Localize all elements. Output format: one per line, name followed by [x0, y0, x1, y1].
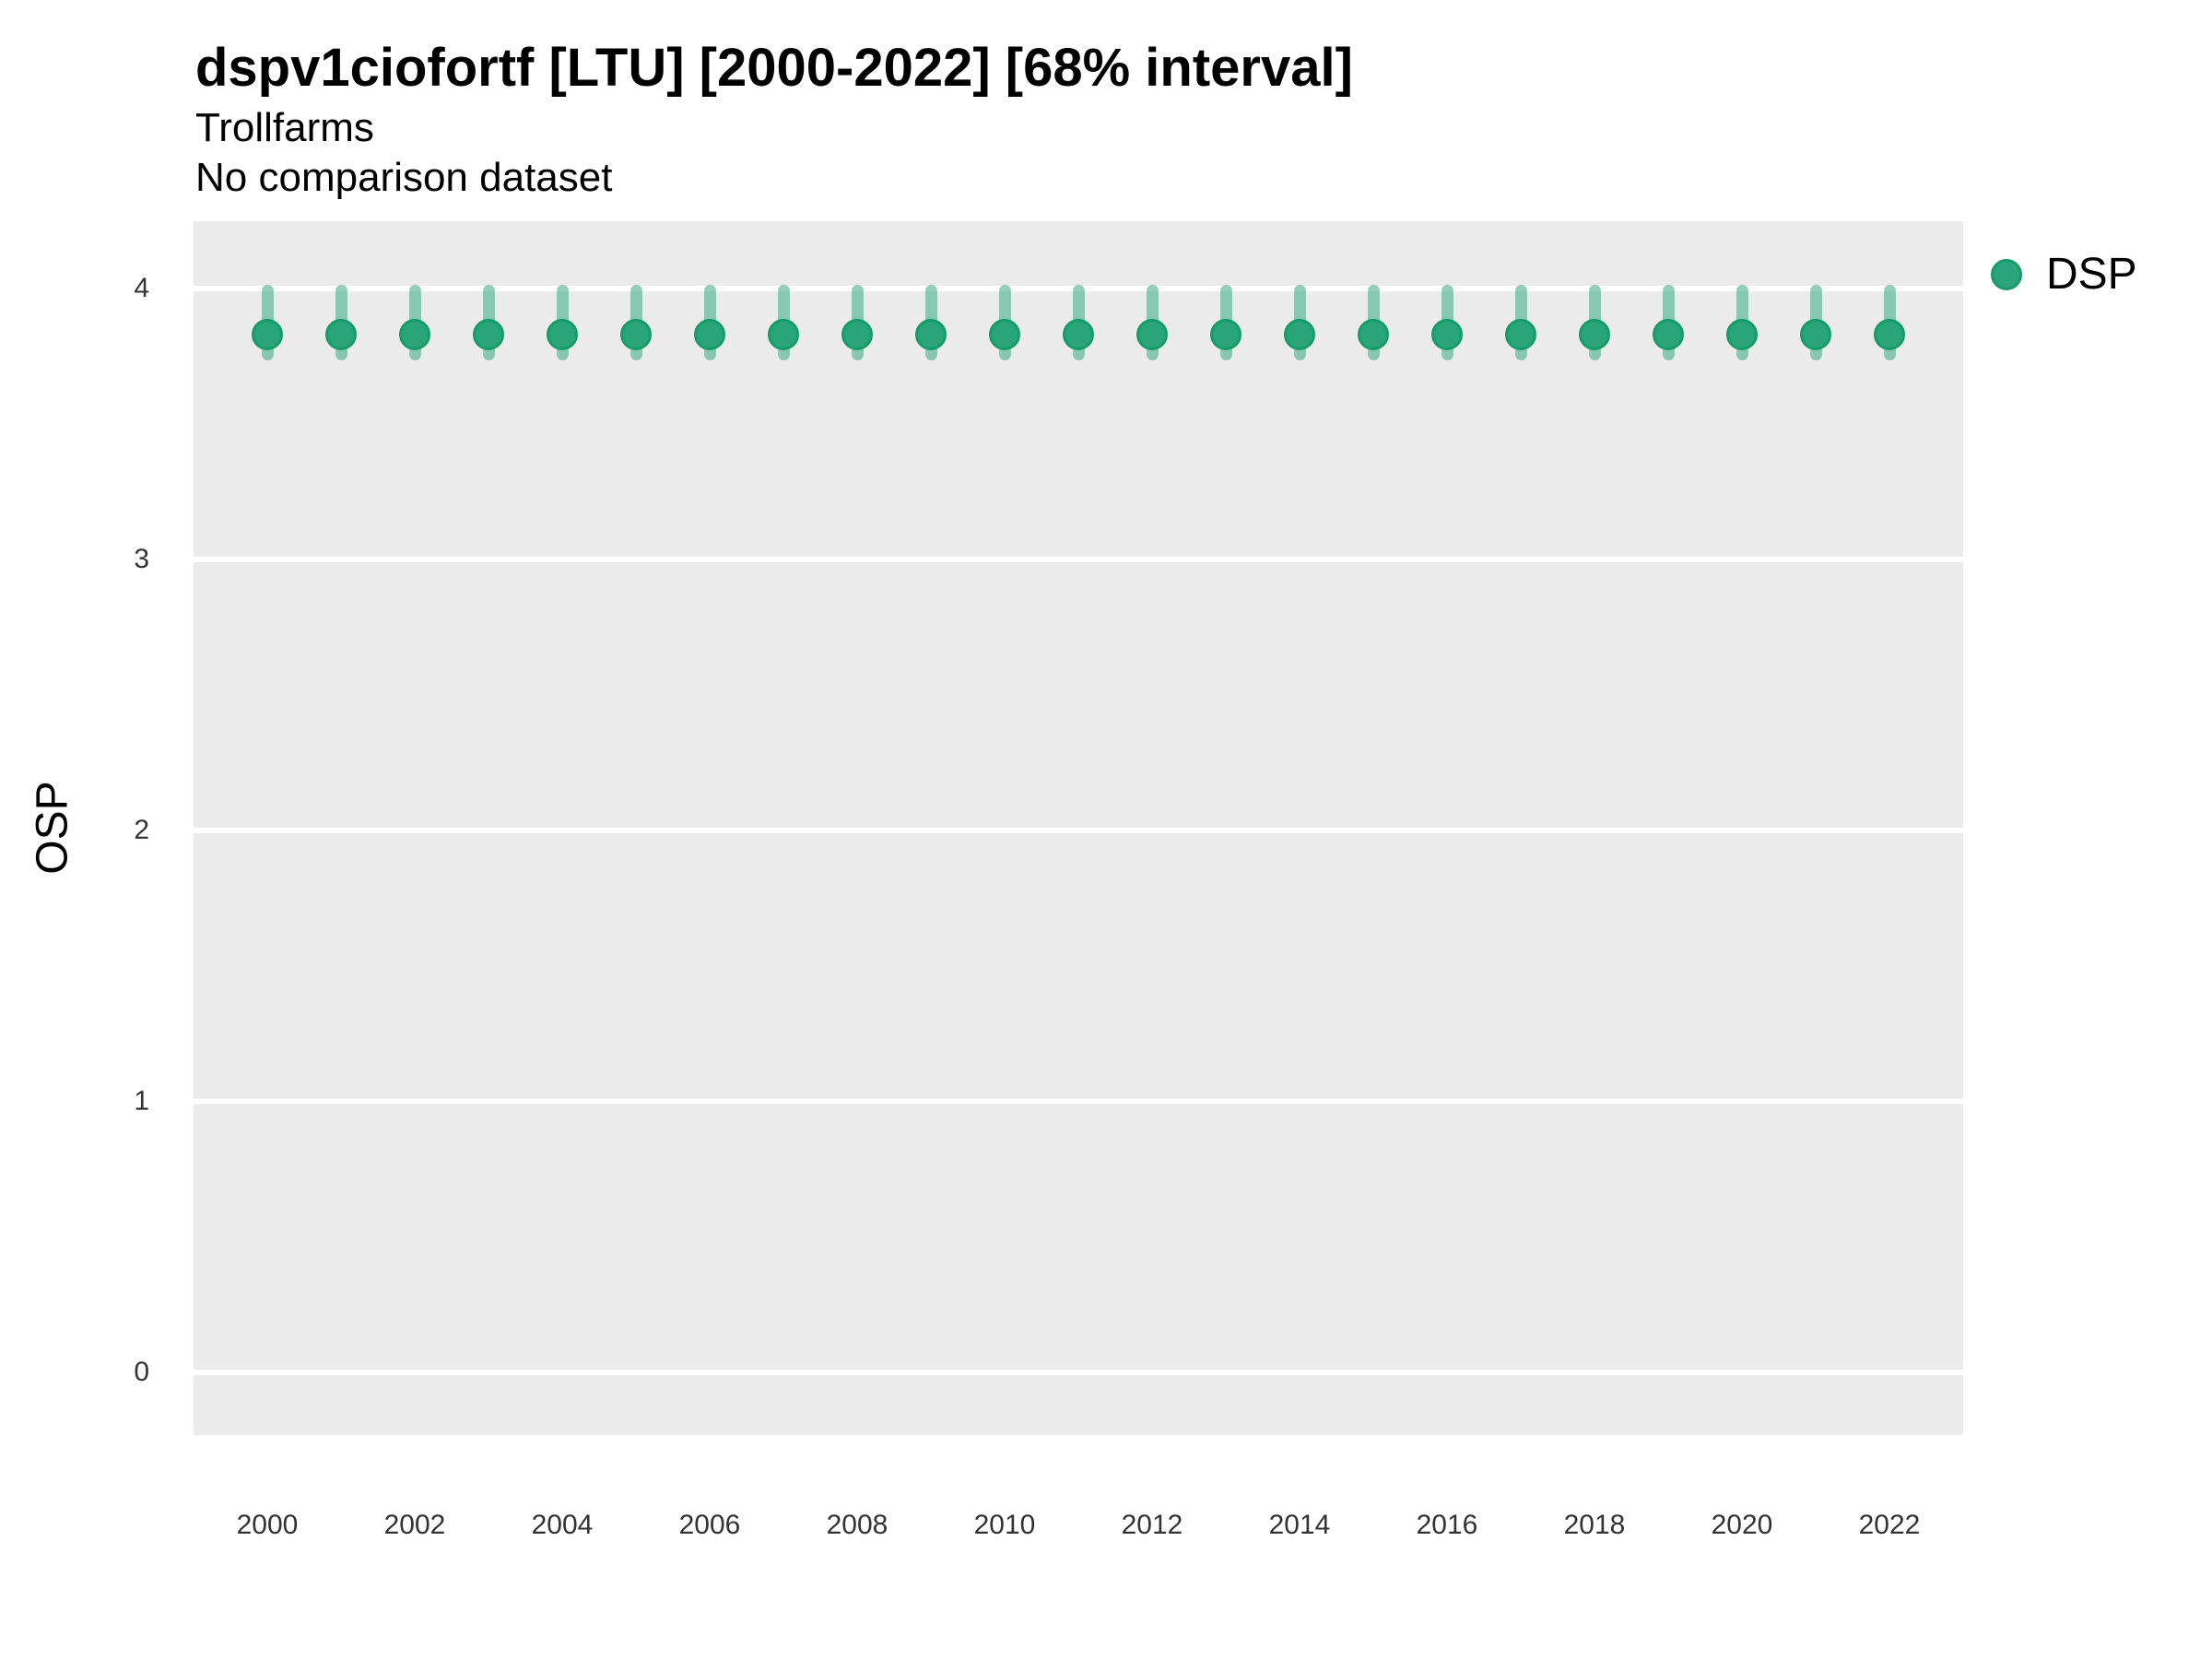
data-point-2019: [1653, 319, 1684, 351]
data-point-2014: [1284, 319, 1315, 351]
gridline-y-2: [194, 828, 1963, 834]
data-point-2021: [1800, 319, 1831, 351]
x-tick-label-2016: 2016: [1416, 1510, 1478, 1540]
x-tick-label-2014: 2014: [1268, 1510, 1331, 1540]
data-point-2022: [1874, 319, 1905, 351]
y-tick-label-4: 4: [134, 273, 149, 304]
x-tick-label-2008: 2008: [826, 1510, 888, 1540]
data-point-2018: [1579, 319, 1610, 351]
gridline-y-1: [194, 1099, 1963, 1105]
data-point-2003: [473, 319, 504, 351]
chart-subtitle: Trollfarms: [195, 105, 374, 150]
chart-note: No comparison dataset: [195, 155, 613, 200]
x-tick-label-2006: 2006: [678, 1510, 741, 1540]
y-tick-label-1: 1: [134, 1086, 149, 1117]
y-tick-label-2: 2: [134, 815, 149, 846]
legend: DSP: [1991, 249, 2137, 300]
data-point-2015: [1358, 319, 1389, 351]
data-point-2006: [694, 319, 725, 351]
data-point-2010: [989, 319, 1020, 351]
x-tick-label-2022: 2022: [1858, 1510, 1921, 1540]
data-point-2011: [1063, 319, 1094, 351]
x-tick-label-2002: 2002: [383, 1510, 446, 1540]
legend-point-icon: [1991, 258, 2022, 290]
x-tick-label-2020: 2020: [1711, 1510, 1773, 1540]
chart-title: dspv1ciofortf [LTU] [2000-2022] [68% int…: [195, 38, 1353, 98]
gridline-y-3: [194, 557, 1963, 563]
x-tick-label-2000: 2000: [236, 1510, 299, 1540]
data-point-2004: [547, 319, 578, 351]
x-tick-label-2012: 2012: [1121, 1510, 1183, 1540]
data-point-2002: [399, 319, 430, 351]
data-point-2005: [620, 319, 652, 351]
y-tick-label-0: 0: [134, 1357, 149, 1388]
gridline-y-0: [194, 1370, 1963, 1376]
data-point-2007: [768, 319, 799, 351]
data-point-2020: [1726, 319, 1758, 351]
data-point-2017: [1505, 319, 1536, 351]
data-point-2013: [1210, 319, 1241, 351]
y-tick-label-3: 3: [134, 544, 149, 575]
x-tick-label-2010: 2010: [973, 1510, 1036, 1540]
x-tick-label-2018: 2018: [1563, 1510, 1626, 1540]
x-tick-label-2004: 2004: [531, 1510, 594, 1540]
data-point-2012: [1136, 319, 1168, 351]
data-point-2009: [915, 319, 947, 351]
plot-panel: [194, 221, 1963, 1435]
legend-item-label: DSP: [2046, 250, 2137, 299]
data-point-2001: [325, 319, 357, 351]
data-point-2000: [252, 319, 283, 351]
data-point-2016: [1431, 319, 1463, 351]
data-point-2008: [841, 319, 873, 351]
